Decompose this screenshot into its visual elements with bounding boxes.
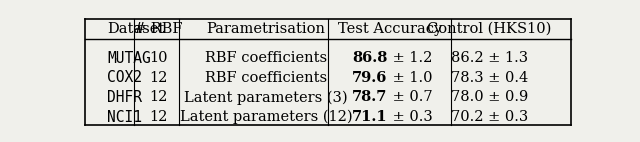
Text: 78.7: 78.7 — [352, 90, 388, 104]
Text: ± 0.3: ± 0.3 — [388, 110, 432, 124]
Text: 12: 12 — [149, 71, 168, 85]
Text: 12: 12 — [149, 90, 168, 104]
Text: NCI1: NCI1 — [108, 110, 142, 125]
Text: 86.2 ± 1.3: 86.2 ± 1.3 — [451, 51, 528, 65]
Text: 78.3 ± 0.4: 78.3 ± 0.4 — [451, 71, 528, 85]
Text: Control (HKS10): Control (HKS10) — [427, 22, 552, 36]
Text: 79.6: 79.6 — [352, 71, 388, 85]
Text: 12: 12 — [149, 110, 168, 124]
Text: 70.2 ± 0.3: 70.2 ± 0.3 — [451, 110, 528, 124]
Text: # RBF: # RBF — [134, 22, 182, 36]
Text: COX2: COX2 — [108, 70, 142, 85]
Text: RBF coefficients: RBF coefficients — [205, 71, 327, 85]
Text: ± 1.0: ± 1.0 — [388, 71, 432, 85]
Text: 86.8: 86.8 — [352, 51, 388, 65]
Text: 71.1: 71.1 — [352, 110, 388, 124]
Text: MUTAG: MUTAG — [108, 51, 151, 66]
Text: Parametrisation: Parametrisation — [207, 22, 326, 36]
Text: Dataset: Dataset — [108, 22, 164, 36]
Text: Latent parameters (12): Latent parameters (12) — [180, 110, 352, 124]
Text: 78.0 ± 0.9: 78.0 ± 0.9 — [451, 90, 528, 104]
Text: DHFR: DHFR — [108, 90, 142, 105]
Text: Latent parameters (3): Latent parameters (3) — [184, 90, 348, 105]
Text: RBF coefficients: RBF coefficients — [205, 51, 327, 65]
Text: Test Accuracy: Test Accuracy — [338, 22, 442, 36]
Text: ± 1.2: ± 1.2 — [388, 51, 432, 65]
Text: 10: 10 — [149, 51, 168, 65]
Text: ± 0.7: ± 0.7 — [388, 90, 432, 104]
